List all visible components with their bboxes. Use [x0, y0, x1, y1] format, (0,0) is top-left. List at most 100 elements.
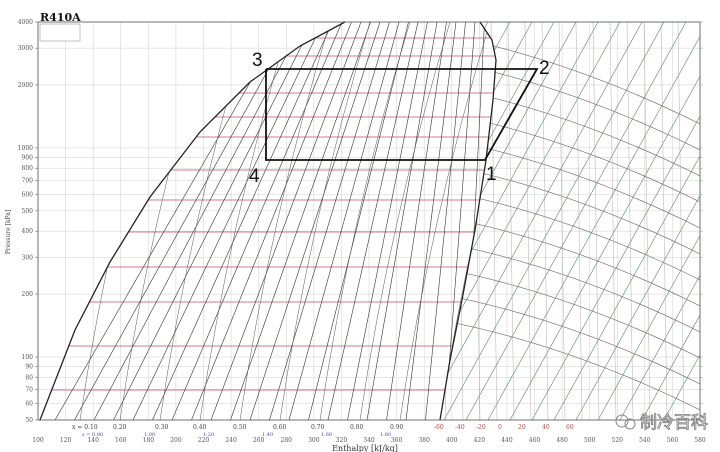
- quality-line: [93, 22, 305, 420]
- isochore-line: [626, 22, 634, 420]
- isochore-line: [541, 22, 549, 420]
- y-tick-label: 1000: [18, 145, 33, 152]
- y-tick-label: 100: [22, 354, 34, 361]
- saturated-liquid-line: [39, 21, 346, 421]
- cycle-point-1: 1: [486, 164, 497, 185]
- isentrope-line: [440, 22, 643, 420]
- x-tick-label: 200: [170, 437, 182, 444]
- isentrope-line: [509, 76, 700, 420]
- x-tick-label: 300: [308, 437, 320, 444]
- quality-label: 0.30: [155, 424, 169, 431]
- y-tick-label: 3000: [18, 45, 33, 52]
- quality-line: [152, 22, 333, 420]
- x-tick-label: 100: [32, 437, 44, 444]
- watermark-text: 制冷百科: [640, 413, 708, 433]
- quality-line: [54, 22, 286, 420]
- isochore-line: [507, 22, 515, 420]
- y-tick-label: 900: [22, 154, 34, 161]
- grid: [37, 21, 701, 421]
- isochore-line: [558, 22, 566, 420]
- isentrope-line: [79, 22, 171, 420]
- y-tick-label: 400: [22, 228, 34, 235]
- isentrope-line: [597, 235, 700, 420]
- quality-label: 0.90: [390, 424, 404, 431]
- isentrope-line: [443, 22, 665, 420]
- x-tick-label: 380: [418, 437, 430, 444]
- quality-line: [327, 22, 419, 420]
- isochore-line: [660, 22, 668, 420]
- y-tick-label: 200: [22, 291, 34, 298]
- wechat-icon: [615, 414, 629, 428]
- y-tick-label: 800: [22, 165, 34, 172]
- x-tick-label: 220: [198, 437, 210, 444]
- cycle-path: [265, 68, 539, 161]
- quality-line: [210, 22, 362, 420]
- isotherm-line: [440, 33, 700, 125]
- isentrope-line: [440, 22, 599, 420]
- x-tick-label: 420: [474, 437, 486, 444]
- cycle-point-2: 2: [539, 58, 550, 79]
- quality-line: [386, 22, 447, 420]
- quality-labels: x = 0.10 0.20 0.30 0.40 0.50 0.60 0.70 0…: [72, 424, 404, 431]
- x-tick-label: 540: [639, 437, 651, 444]
- isentrope-line: [239, 22, 331, 420]
- entropy-label: 1.80: [380, 432, 391, 438]
- isentrope-line: [575, 195, 700, 420]
- temperature-label: 0: [498, 424, 502, 431]
- isochore-line: [592, 22, 600, 420]
- x-tick-label: 340: [363, 437, 375, 444]
- temperature-labels: -60 -40 -20 0 20 40 60: [434, 424, 574, 431]
- isentrope-line: [440, 22, 467, 420]
- isentrope-line: [119, 22, 211, 420]
- y-tick-label: 50: [25, 417, 33, 424]
- temperature-label: 20: [518, 424, 526, 431]
- isotherm-line: [440, 137, 700, 229]
- isotherm-line: [440, 293, 700, 385]
- isentrope-line: [199, 22, 291, 420]
- y-tick-label: 90: [25, 364, 33, 371]
- y-tick-label: 700: [22, 177, 34, 184]
- quality-line: [288, 22, 400, 420]
- entropy-label: 1.40: [262, 432, 273, 438]
- isochore-line: [643, 22, 651, 420]
- x-tick-label: 160: [115, 437, 127, 444]
- x-tick-label: 520: [612, 437, 624, 444]
- quality-label: 0.40: [193, 424, 207, 431]
- x-tick-label: 580: [694, 437, 706, 444]
- watermark: 制冷百科: [615, 413, 708, 433]
- quality-line: [366, 22, 438, 420]
- x-axis-label: Enthalpy [kJ/kg]: [332, 444, 398, 452]
- y-tick-label: 2000: [18, 82, 33, 89]
- entropy-label: 1.00: [144, 432, 155, 438]
- isotherm-line: [440, 319, 700, 411]
- plot-frame: [37, 21, 701, 421]
- quality-line: [464, 22, 485, 420]
- y-axis-label: Pressure [kPa]: [5, 210, 12, 254]
- refrigeration-cycle: 3 2 1 4: [249, 50, 550, 187]
- quality-line: [74, 22, 295, 420]
- x-tick-label: 120: [60, 437, 72, 444]
- quality-line: [425, 22, 466, 420]
- temperature-label: 60: [566, 424, 574, 431]
- x-tick-label: 280: [281, 437, 293, 444]
- y-tick-label: 600: [22, 191, 34, 198]
- isentrope-line: [279, 22, 371, 420]
- x-tick-label: 360: [391, 437, 403, 444]
- isentrope-line: [663, 354, 700, 420]
- isotherm-line: [440, 163, 700, 255]
- x-tick-label: 240: [225, 437, 237, 444]
- isentrope-line: [553, 155, 700, 420]
- isentrope-line: [399, 22, 491, 420]
- x-tick-label: 260: [253, 437, 265, 444]
- x-tick-label: 180: [143, 437, 155, 444]
- y-tick-label: 70: [25, 386, 33, 393]
- quality-label: x = 0.10: [72, 424, 98, 431]
- x-tick-label: 500: [584, 437, 596, 444]
- x-tick-label: 140: [87, 437, 99, 444]
- isentrope-line: [359, 22, 451, 420]
- y-axis-ticks: 4000 3000 2000 1000 900 800 700 600 500 400 300 200…: [18, 19, 703, 424]
- quality-line: [113, 22, 314, 420]
- isochore-line: [609, 22, 617, 420]
- vapor-region-lines: [440, 22, 700, 420]
